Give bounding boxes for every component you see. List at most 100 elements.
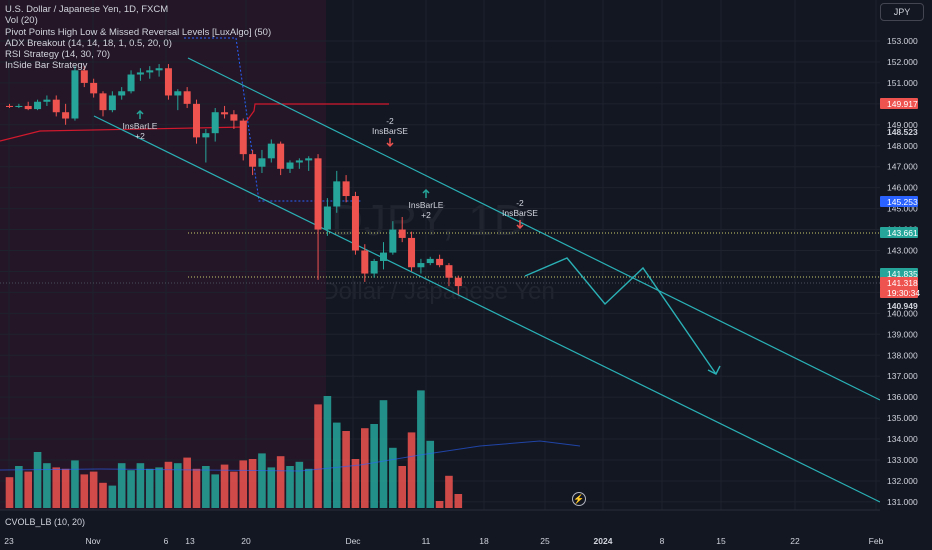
candle-body <box>267 143 275 159</box>
volume-bar <box>164 461 173 508</box>
volume-bar <box>248 459 257 508</box>
candle-body <box>258 158 266 167</box>
volume-bar <box>314 404 322 508</box>
price-axis-tick: 146.000 <box>887 183 918 193</box>
legend-rsi-strategy[interactable]: RSI Strategy (14, 30, 70) <box>5 49 111 61</box>
volume-bar <box>155 467 163 508</box>
adx-blue-line <box>184 37 362 202</box>
volume-bar <box>426 440 435 508</box>
volume-bar <box>24 471 32 508</box>
time-axis-label: 11 <box>422 536 431 546</box>
volume-bar <box>174 463 182 508</box>
legend-adx-breakout[interactable]: ADX Breakout (14, 14, 18, 1, 0.5, 20, 0) <box>5 37 172 49</box>
insbarse-1-arrowhead <box>386 142 394 148</box>
volume-bar <box>43 463 51 508</box>
time-axis <box>0 530 932 550</box>
candle-body <box>361 250 369 274</box>
price-axis-tick: 153.000 <box>887 36 918 46</box>
price-axis-tick: 132.000 <box>887 476 918 486</box>
insbarle-2-qty: +2 <box>421 210 431 220</box>
candle-body <box>436 258 444 266</box>
price-tag: 141.835 <box>887 269 918 279</box>
price-axis-tick: 149.000 <box>887 120 918 130</box>
candle-body <box>24 105 32 110</box>
price-axis-tick: 152.000 <box>887 57 918 67</box>
volume-bar <box>99 482 107 508</box>
legend-inside-bar[interactable]: InSide Bar Strategy <box>5 60 88 72</box>
price-axis-tick: 140.000 <box>887 308 918 318</box>
candle-body <box>426 258 434 264</box>
candle-body <box>277 143 285 169</box>
price-tag: 140.949 <box>887 301 918 311</box>
candle-body <box>342 181 350 197</box>
volume-bar <box>15 466 23 508</box>
price-tag: 141.318 <box>887 278 918 288</box>
candle-body <box>118 91 126 96</box>
candle-body <box>417 263 425 268</box>
legend-symbol[interactable]: U.S. Dollar / Japanese Yen, 1D, FXCM <box>5 4 169 15</box>
candle-body <box>454 277 462 287</box>
candle-body <box>136 72 144 75</box>
candle-body <box>239 120 247 155</box>
price-axis-tick: 137.000 <box>887 371 918 381</box>
candle-body <box>323 206 331 230</box>
insbarle-2-label: InsBarLE <box>409 200 444 210</box>
volume-bar <box>379 400 388 508</box>
volume-bar <box>389 447 397 508</box>
legend-volume[interactable]: Vol (20) <box>5 15 38 27</box>
price-axis-tick: 134.000 <box>887 434 918 444</box>
candle-body <box>370 260 378 274</box>
candle-body <box>6 105 13 107</box>
legend-pivot-points[interactable]: Pivot Points High Low & Missed Reversal … <box>5 26 272 38</box>
volume-bar <box>136 463 145 508</box>
candle-body <box>174 91 182 96</box>
candle-body <box>164 68 172 96</box>
candle-body <box>15 105 23 107</box>
candle-body <box>108 95 116 111</box>
candle-body <box>80 70 88 83</box>
candle-body <box>351 196 359 251</box>
price-axis-tick: 139.000 <box>887 329 918 339</box>
indicator-legend: U.S. Dollar / Japanese Yen, 1D, FXCM Vol… <box>5 4 271 72</box>
volume-bar <box>342 431 350 508</box>
insbarle-1-arrowhead <box>136 109 144 115</box>
volume-bar <box>258 453 266 508</box>
time-axis-label: 22 <box>790 536 800 546</box>
channel-upper <box>187 57 881 401</box>
candle-body <box>445 265 453 278</box>
insbarle-1-label: InsBarLE <box>123 121 158 131</box>
volume-bar <box>117 463 126 508</box>
projection-arrow <box>707 365 721 375</box>
volume-ma-line <box>0 440 581 472</box>
candle-body <box>230 114 238 121</box>
bottom-indicator-label[interactable]: CVOLB_LB (10, 20) <box>5 517 86 527</box>
volume-bar <box>276 456 285 508</box>
candle-body <box>202 133 210 138</box>
volume-bar <box>417 390 425 508</box>
lightning-icon[interactable]: ⚡ <box>572 492 586 506</box>
candle-body <box>221 112 229 115</box>
time-axis-label: 15 <box>716 536 726 546</box>
candle-body <box>408 237 416 268</box>
volume-bar <box>230 471 238 508</box>
insbarle-1-qty: +2 <box>135 131 145 141</box>
price-axis-tick: 145.000 <box>887 204 918 214</box>
volume-bar <box>145 468 154 508</box>
candle-body <box>398 229 406 238</box>
channel-lower <box>93 115 881 503</box>
time-axis-label: 25 <box>540 536 550 546</box>
price-tag: 149.917 <box>887 99 918 109</box>
price-tag-bg <box>880 98 918 109</box>
volume-bar <box>61 468 70 508</box>
currency-button[interactable]: JPY <box>880 3 924 21</box>
volume-bar <box>323 396 332 508</box>
volume-bar <box>211 474 219 508</box>
insbarse-2-label: InsBarSE <box>502 208 538 218</box>
candle-body <box>127 74 135 92</box>
price-tag-bg <box>880 277 918 288</box>
candle-body <box>62 112 70 119</box>
volume-bar <box>286 466 294 508</box>
volume-bar <box>5 477 14 508</box>
time-axis-label: Dec <box>345 536 361 546</box>
